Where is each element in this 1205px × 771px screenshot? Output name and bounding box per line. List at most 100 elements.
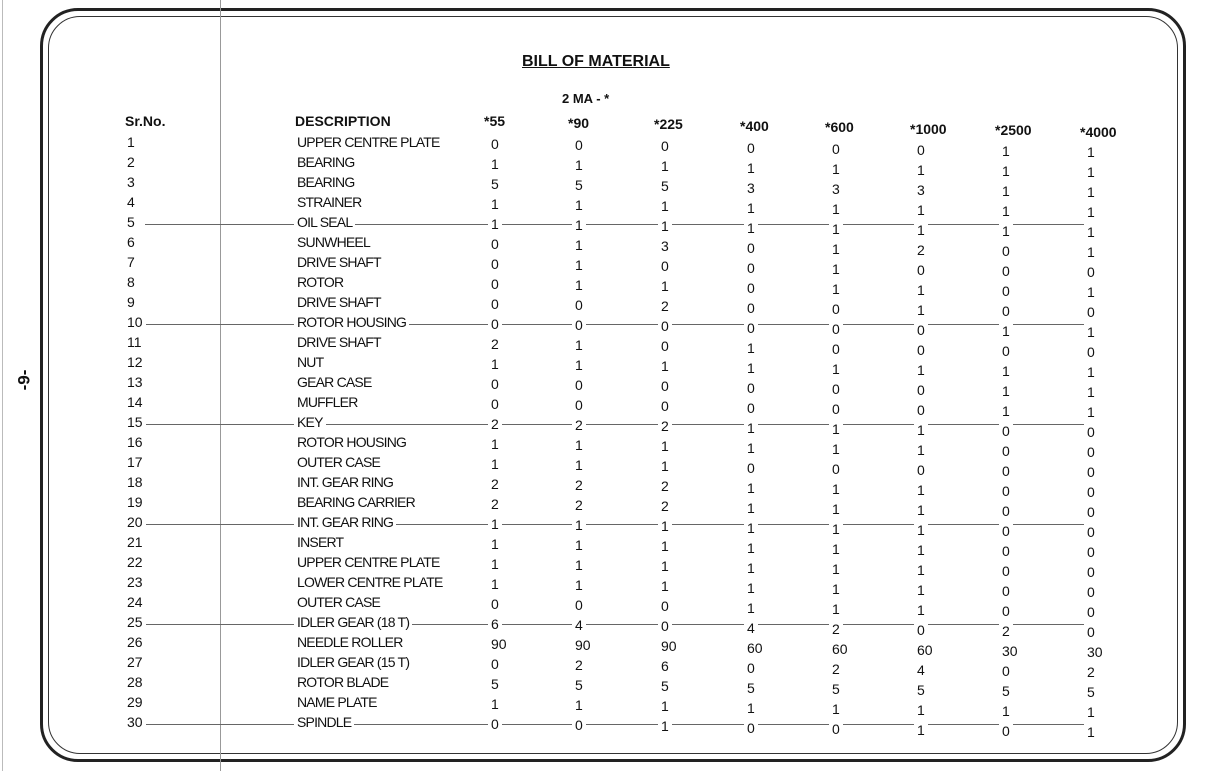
table-row: 29 NAME PLATE 1 1 1 1 1 1 1 1 (0, 694, 1205, 721)
sr-no: 12 (127, 354, 146, 370)
table-row: 13 GEAR CASE 0 0 0 0 0 0 1 1 (0, 374, 1205, 401)
quantity-cell: 3 (914, 182, 928, 198)
quantity-cell: 1 (744, 199, 758, 216)
quantity-cell: 0 (572, 597, 586, 614)
quantity-cell: 0 (999, 423, 1013, 440)
quantity-cell: 1 (572, 437, 586, 454)
quantity-cell: 5 (572, 177, 586, 194)
quantity-cell: 0 (914, 142, 928, 158)
quantity-cell: 2 (829, 660, 843, 677)
sr-no: 8 (127, 274, 138, 290)
quantity-cell: 1 (658, 438, 672, 455)
description: SPINDLE (294, 714, 355, 730)
quantity-cell: 0 (1084, 344, 1098, 361)
quantity-cell: 1 (1084, 384, 1098, 401)
quantity-cell: 1 (1084, 284, 1098, 301)
quantity-cell: 0 (488, 376, 502, 392)
quantity-cell: 1 (999, 203, 1013, 220)
table-row: 10 ROTOR HOUSING 0 0 0 0 0 0 1 1 (0, 314, 1205, 341)
quantity-cell: 0 (999, 723, 1013, 740)
quantity-cell: 0 (658, 138, 672, 155)
quantity-cell: 1 (914, 202, 928, 218)
header-model: *55 (484, 113, 506, 129)
quantity-cell: 1 (658, 698, 672, 715)
quantity-cell: 0 (744, 459, 758, 476)
quantity-cell: 1 (829, 280, 843, 297)
sr-no: 16 (127, 434, 146, 450)
description: DRIVE SHAFT (294, 294, 384, 310)
quantity-cell: 0 (829, 320, 843, 337)
quantity-cell: 5 (658, 678, 672, 695)
quantity-cell: 30 (999, 643, 1021, 660)
quantity-cell: 2 (488, 476, 502, 492)
table-row: 16 ROTOR HOUSING 1 1 1 1 1 1 0 0 (0, 434, 1205, 461)
quantity-cell: 5 (829, 680, 843, 697)
quantity-cell: 1 (829, 540, 843, 557)
quantity-cell: 1 (829, 700, 843, 717)
quantity-cell: 3 (829, 180, 843, 197)
quantity-cell: 0 (1084, 464, 1098, 481)
quantity-cell: 1 (999, 403, 1013, 420)
quantity-cell: 0 (1084, 424, 1098, 441)
quantity-cell: 2 (829, 620, 843, 637)
row-guide-line (145, 624, 1095, 625)
sr-no: 26 (127, 634, 146, 650)
quantity-cell: 0 (829, 140, 843, 157)
quantity-cell: 0 (744, 319, 758, 336)
quantity-cell: 0 (999, 263, 1013, 280)
table-row: 24 OUTER CASE 0 0 0 1 1 1 0 0 (0, 594, 1205, 621)
quantity-cell: 1 (572, 457, 586, 474)
sr-no: 13 (127, 374, 146, 390)
quantity-cell: 1 (488, 436, 502, 452)
description: BEARING (294, 154, 358, 170)
quantity-cell: 1 (829, 500, 843, 517)
quantity-cell: 1 (829, 560, 843, 577)
header-model: *600 (825, 119, 854, 135)
quantity-cell: 1 (744, 219, 758, 236)
quantity-cell: 0 (829, 720, 843, 737)
quantity-cell: 0 (999, 283, 1013, 300)
quantity-cell: 1 (572, 337, 586, 354)
quantity-cell: 0 (999, 483, 1013, 500)
quantity-cell: 90 (488, 636, 510, 652)
sr-no: 3 (127, 174, 138, 190)
sr-no: 9 (127, 294, 138, 310)
quantity-cell: 0 (1084, 544, 1098, 561)
sr-no: 19 (127, 494, 146, 510)
quantity-cell: 0 (488, 276, 502, 292)
description: ROTOR HOUSING (294, 314, 410, 330)
description: IDLER GEAR (15 T) (294, 654, 413, 670)
sr-no: 17 (127, 454, 146, 470)
description: ROTOR (294, 274, 347, 290)
quantity-cell: 0 (658, 258, 672, 275)
sr-no: 24 (127, 594, 146, 610)
quantity-cell: 1 (658, 558, 672, 575)
quantity-cell: 1 (572, 697, 586, 714)
quantity-cell: 1 (914, 542, 928, 558)
quantity-cell: 0 (658, 318, 672, 335)
quantity-cell: 1 (744, 599, 758, 616)
description: OUTER CASE (294, 594, 384, 610)
quantity-cell: 3 (658, 238, 672, 255)
quantity-cell: 1 (829, 600, 843, 617)
description: UPPER CENTRE PLATE (294, 134, 443, 150)
quantity-cell: 0 (744, 379, 758, 396)
quantity-cell: 2 (658, 298, 672, 315)
quantity-cell: 1 (1084, 164, 1098, 181)
table-header: Sr.No. DESCRIPTION *55 *90 *225 *400 *600 *10… (0, 113, 1205, 140)
quantity-cell: 90 (572, 637, 594, 654)
quantity-cell: 5 (744, 679, 758, 696)
quantity-cell: 0 (914, 322, 928, 338)
quantity-cell: 5 (488, 676, 502, 692)
table-row: 4 STRAINER 1 1 1 1 1 1 1 1 (0, 194, 1205, 221)
quantity-cell: 0 (829, 300, 843, 317)
header-model: *225 (654, 116, 683, 132)
quantity-cell: 5 (658, 178, 672, 195)
quantity-cell: 1 (914, 602, 928, 618)
quantity-cell: 1 (488, 356, 502, 372)
page-border-outer (40, 8, 1186, 762)
quantity-cell: 0 (488, 236, 502, 252)
quantity-cell: 0 (999, 243, 1013, 260)
quantity-cell: 1 (572, 237, 586, 254)
sr-no: 4 (127, 194, 138, 210)
